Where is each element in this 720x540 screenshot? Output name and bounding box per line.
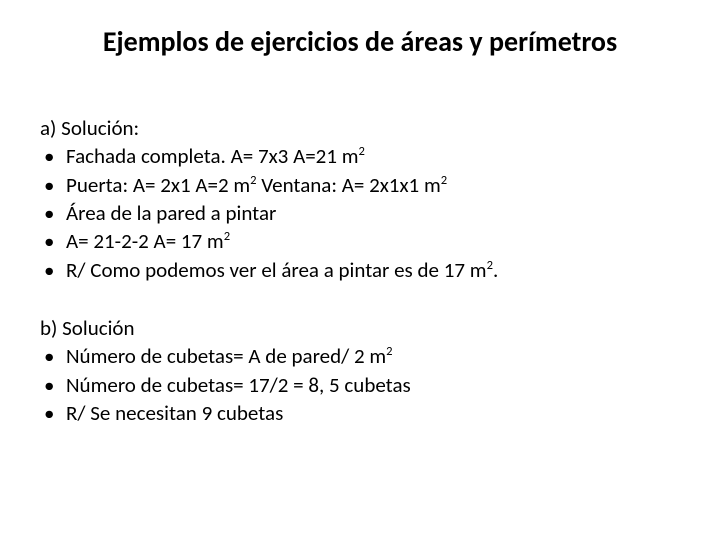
superscript: 2: [224, 229, 230, 244]
section-b-label: b) Solución: [40, 314, 680, 342]
list-item: Área de la pared a pintar: [66, 199, 680, 227]
list-item: Puerta: A= 2x1 A=2 m 2 Ventana: A= 2x1x1 …: [66, 171, 680, 199]
section-b-list: Número de cubetas= A de pared/ 2 m2 Núme…: [40, 342, 680, 427]
list-item: Fachada completa. A= 7x3 A=21 m2: [66, 142, 680, 170]
slide: Ejemplos de ejercicios de áreas y períme…: [0, 0, 720, 540]
text-run: Área de la pared a pintar: [66, 200, 276, 226]
section-a-list: Fachada completa. A= 7x3 A=21 m2 Puerta:…: [40, 142, 680, 284]
superscript: 2: [441, 173, 447, 188]
text-run: Fachada completa. A= 7x3 A=21 m: [66, 143, 359, 169]
section-a-label: a) Solución:: [40, 114, 680, 142]
text-run: Ventana: A= 2x1x1 m: [257, 172, 441, 198]
text-run: Número de cubetas= A de pared/ 2 m: [66, 343, 386, 369]
text-run: Número de cubetas= 17/2 = 8, 5 cubetas: [66, 372, 411, 398]
text-run: R/ Se necesitan 9 cubetas: [66, 400, 283, 426]
list-item: Número de cubetas= A de pared/ 2 m2: [66, 342, 680, 370]
list-item: A= 21-2-2 A= 17 m2: [66, 227, 680, 255]
text-run: R/ Como podemos ver el área a pintar es …: [66, 257, 487, 283]
list-item: Número de cubetas= 17/2 = 8, 5 cubetas: [66, 371, 680, 399]
slide-title: Ejemplos de ejercicios de áreas y períme…: [40, 24, 680, 59]
list-item: R/ Se necesitan 9 cubetas: [66, 399, 680, 427]
text-run: .: [493, 257, 498, 283]
text-run: Puerta: A= 2x1 A=2 m: [66, 172, 250, 198]
superscript: 2: [359, 144, 365, 159]
text-run: A= 21-2-2 A= 17 m: [66, 228, 224, 254]
superscript: 2: [386, 344, 392, 359]
list-item: R/ Como podemos ver el área a pintar es …: [66, 256, 680, 284]
